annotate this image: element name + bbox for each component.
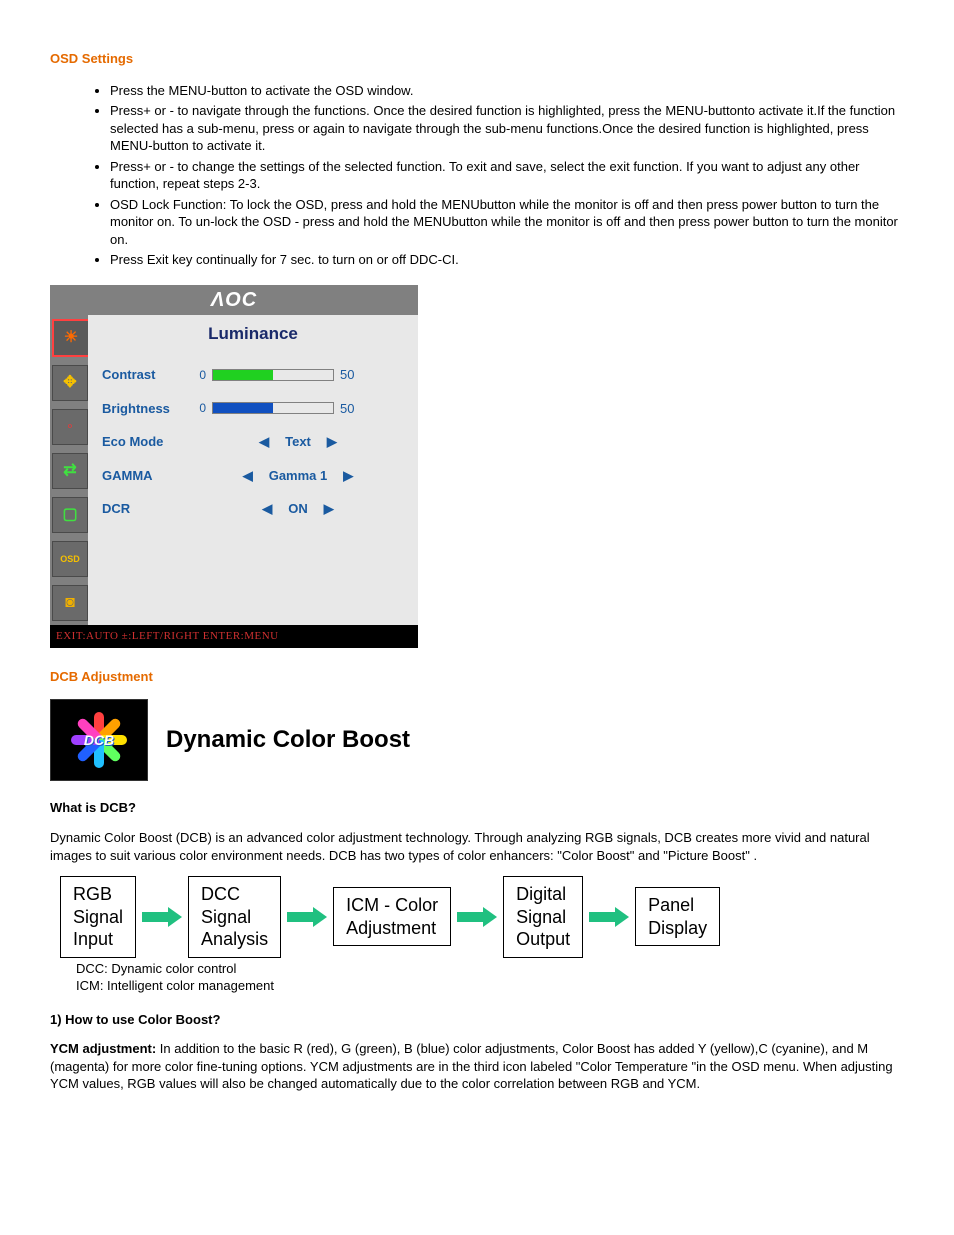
dcb-icon: DCB <box>50 699 148 781</box>
osd-tab-icon[interactable]: ⇄ <box>52 453 88 489</box>
osd-brand: ΛOC <box>50 285 418 315</box>
osd-setting-label: GAMMA <box>102 467 192 485</box>
osd-instructions-list: Press the MENU-button to activate the OS… <box>50 82 904 269</box>
osd-tab-icon[interactable]: ◦ <box>52 409 88 445</box>
osd-select-value: Gamma 1 <box>269 467 328 485</box>
dcb-adjustment-heading: DCB Adjustment <box>50 668 904 686</box>
osd-tab-icon[interactable]: ✥ <box>52 365 88 401</box>
osd-setting-row[interactable]: Brightness0 50 <box>88 392 418 426</box>
osd-setting-row[interactable]: DCR ◀ ON ▶ <box>88 492 418 526</box>
osd-setting-row[interactable]: GAMMA ◀ Gamma 1 ▶ <box>88 459 418 493</box>
osd-setting-label: Brightness <box>102 400 192 418</box>
osd-title: Luminance <box>88 315 418 358</box>
osd-setting-row[interactable]: Contrast0 50 <box>88 358 418 392</box>
osd-setting-label: DCR <box>102 500 192 518</box>
flow-arrow-icon <box>142 908 182 926</box>
osd-arrow-left-icon[interactable]: ◀ <box>243 467 253 485</box>
flow-note-icm: ICM: Intelligent color management <box>76 977 904 995</box>
what-is-dcb-text: Dynamic Color Boost (DCB) is an advanced… <box>50 829 904 864</box>
list-item: Press+ or - to navigate through the func… <box>110 102 904 155</box>
osd-setting-label: Eco Mode <box>102 433 192 451</box>
osd-slider-track[interactable] <box>212 369 334 381</box>
osd-arrow-right-icon[interactable]: ▶ <box>327 433 337 451</box>
osd-footer: EXIT:AUTO ±:LEFT/RIGHT ENTER:MENU <box>50 625 418 648</box>
osd-slider-min: 0 <box>192 400 206 416</box>
osd-slider-track[interactable] <box>212 402 334 414</box>
osd-icon-column: ☀ ✥ ◦ ⇄ ▢ OSD ◙ <box>50 315 88 625</box>
ycm-paragraph: YCM adjustment: In addition to the basic… <box>50 1040 904 1093</box>
list-item: OSD Lock Function: To lock the OSD, pres… <box>110 196 904 249</box>
osd-select[interactable]: ◀ ON ▶ <box>192 500 404 518</box>
osd-tab-icon[interactable]: ☀ <box>52 319 90 357</box>
flow-box: DCCSignalAnalysis <box>188 876 281 958</box>
flow-box: DigitalSignalOutput <box>503 876 583 958</box>
osd-slider-min: 0 <box>192 367 206 383</box>
ycm-text: In addition to the basic R (red), G (gre… <box>50 1041 893 1091</box>
osd-arrow-right-icon[interactable]: ▶ <box>343 467 353 485</box>
osd-arrow-right-icon[interactable]: ▶ <box>324 500 334 518</box>
flow-box: RGBSignalInput <box>60 876 136 958</box>
flow-notes: DCC: Dynamic color control ICM: Intellig… <box>50 960 904 995</box>
what-is-dcb-heading: What is DCB? <box>50 799 904 817</box>
flow-box: PanelDisplay <box>635 887 720 946</box>
flow-diagram: RGBSignalInput DCCSignalAnalysis ICM - Col… <box>50 876 904 958</box>
osd-arrow-left-icon[interactable]: ◀ <box>259 433 269 451</box>
osd-panel: ΛOC ☀✥◦⇄▢OSD◙ Luminance Contrast050Brigh… <box>50 285 418 648</box>
osd-arrow-left-icon[interactable]: ◀ <box>262 500 272 518</box>
osd-tab-icon[interactable]: ▢ <box>52 497 88 533</box>
flow-note-dcc: DCC: Dynamic color control <box>76 960 904 978</box>
dcb-title: Dynamic Color Boost <box>166 724 410 756</box>
osd-select-value: ON <box>288 500 308 518</box>
osd-select-value: Text <box>285 433 311 451</box>
ycm-label: YCM adjustment: <box>50 1041 156 1056</box>
flow-arrow-icon <box>287 908 327 926</box>
osd-setting-row[interactable]: Eco Mode ◀ Text ▶ <box>88 425 418 459</box>
flow-arrow-icon <box>457 908 497 926</box>
osd-tab-icon[interactable]: OSD <box>52 541 88 577</box>
list-item: Press the MENU-button to activate the OS… <box>110 82 904 100</box>
osd-settings-heading: OSD Settings <box>50 50 904 68</box>
list-item: Press+ or - to change the settings of th… <box>110 158 904 193</box>
dcb-icon-label: DCB <box>84 731 114 750</box>
osd-slider-value: 50 <box>340 366 364 384</box>
list-item: Press Exit key continually for 7 sec. to… <box>110 251 904 269</box>
flow-box: ICM - ColorAdjustment <box>333 887 451 946</box>
howto-heading: 1) How to use Color Boost? <box>50 1011 904 1029</box>
osd-slider-value: 50 <box>340 400 364 418</box>
osd-setting-label: Contrast <box>102 366 192 384</box>
osd-select[interactable]: ◀ Text ▶ <box>192 433 404 451</box>
osd-tab-icon[interactable]: ◙ <box>52 585 88 621</box>
flow-arrow-icon <box>589 908 629 926</box>
osd-select[interactable]: ◀ Gamma 1 ▶ <box>192 467 404 485</box>
